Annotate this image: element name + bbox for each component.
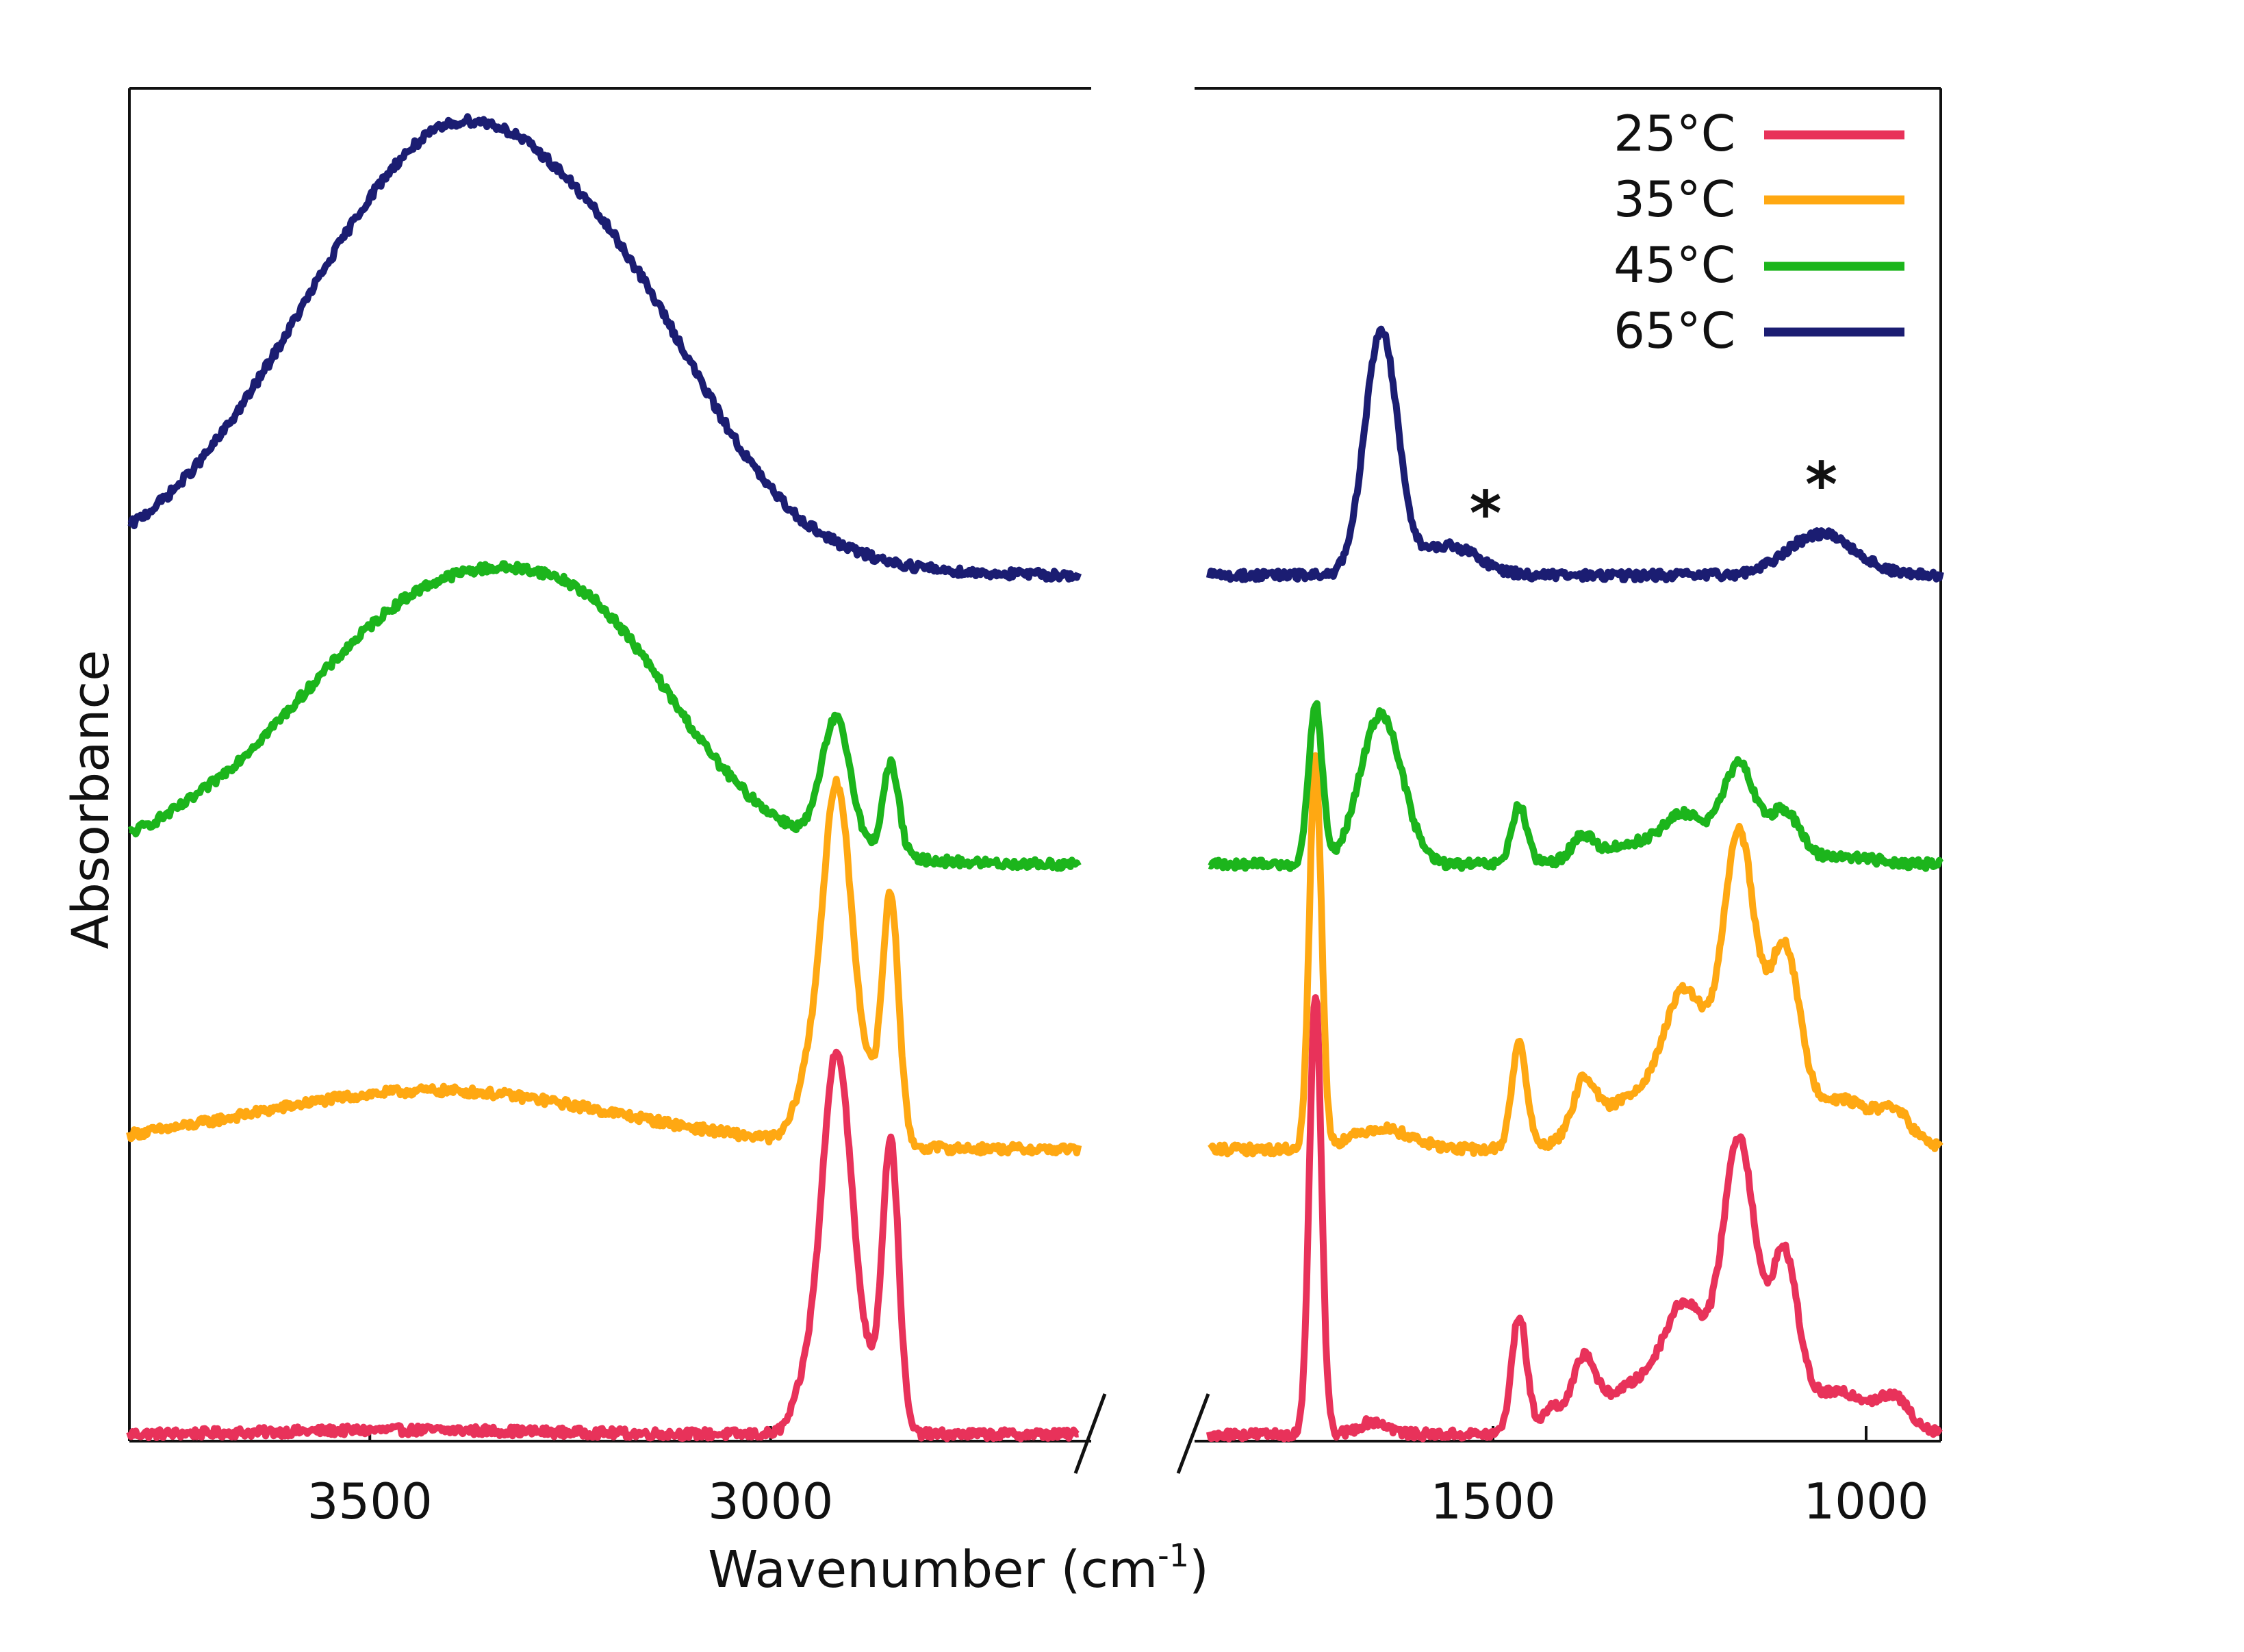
annotation-asterisk-1: * — [1470, 478, 1502, 550]
legend-label-25: 25°C — [1614, 105, 1735, 162]
axes-frame — [128, 87, 1942, 1443]
x-axis-ticks: 3500 3000 1500 1000 — [307, 1426, 1929, 1530]
series-layer — [126, 113, 1944, 1443]
annotation-asterisk-2: * — [1805, 449, 1837, 521]
x-tick-label-1000: 1000 — [1803, 1473, 1928, 1530]
x-tick-label-3500: 3500 — [307, 1473, 433, 1530]
series-line-25C — [126, 994, 1943, 1443]
legend-item-65: 65°C — [1614, 302, 1904, 359]
x-axis-label-main: Wavenumber (cm — [708, 1540, 1158, 1599]
annotation-layer: * * — [1470, 449, 1838, 550]
legend-item-35: 35°C — [1614, 170, 1904, 228]
x-axis-label: Wavenumber (cm-1) — [708, 1537, 1209, 1599]
x-axis-label-close: ) — [1189, 1540, 1209, 1599]
x-axis-label-superscript: -1 — [1158, 1537, 1189, 1574]
x-tick-label-1500: 1500 — [1430, 1473, 1555, 1530]
series-line-65C — [127, 113, 1944, 583]
axis-break-right — [1176, 1393, 1210, 1474]
legend-label-65: 65°C — [1614, 302, 1735, 359]
series-line-45C — [127, 560, 1944, 872]
x-tick-label-3000: 3000 — [708, 1473, 833, 1530]
legend-label-35: 35°C — [1614, 170, 1735, 228]
legend-item-25: 25°C — [1614, 105, 1904, 162]
axis-break-left — [1073, 1393, 1107, 1474]
legend-label-45: 45°C — [1614, 236, 1735, 294]
legend-item-45: 45°C — [1614, 236, 1904, 294]
y-axis-label: Absorbance — [62, 650, 120, 949]
axis-break-marks — [1073, 1393, 1210, 1474]
legend: 25°C 35°C 45°C 65°C — [1614, 105, 1904, 359]
series-line-35C — [126, 752, 1943, 1158]
